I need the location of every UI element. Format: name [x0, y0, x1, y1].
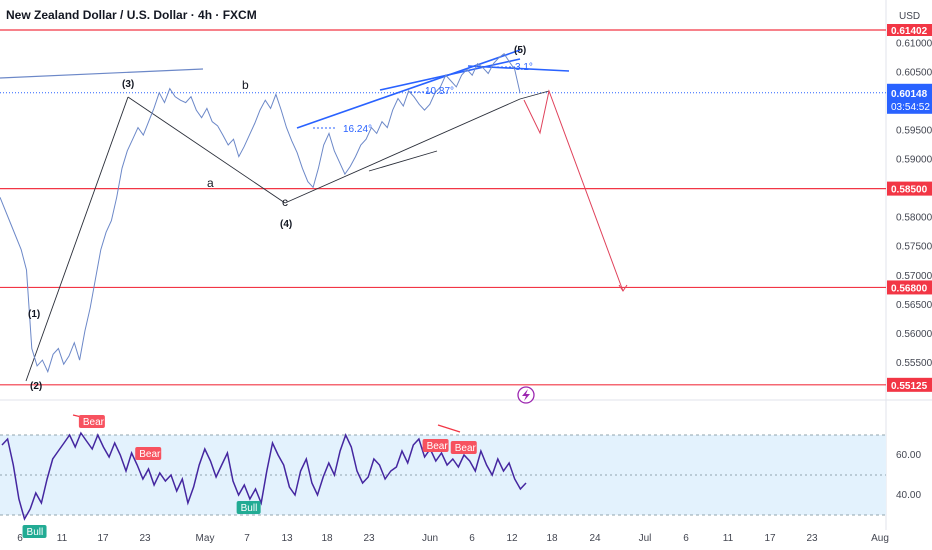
price-tick-label: 0.57000 [896, 271, 932, 282]
wave-label-2: (2) [30, 381, 42, 392]
wave-path-2[interactable] [127, 96, 286, 204]
trendline-rising-10deg[interactable] [379, 58, 521, 91]
angle-label-10: 10.87° [425, 86, 454, 97]
rsi-tick-label: 60.00 [896, 450, 921, 461]
time-tick-label: 11 [57, 533, 68, 544]
bull-signal-badge[interactable] [22, 525, 47, 538]
wave-path-1[interactable] [25, 96, 129, 382]
time-tick-label: 23 [363, 533, 375, 544]
bull-signal-badge[interactable] [236, 501, 261, 514]
current-price-tag: 0.60148 03:54:52 [887, 83, 932, 114]
trendline-flat-3deg[interactable] [467, 65, 570, 72]
time-tick-label: 13 [281, 533, 293, 544]
time-tick-label: 24 [589, 533, 601, 544]
angle-label-16: 16.24° [343, 124, 372, 135]
rsi-axis-ticks: 60.00 40.00 [896, 450, 921, 501]
time-tick-label: 12 [506, 533, 518, 544]
rsi-tick-label: 40.00 [896, 490, 921, 501]
trendline-top-left[interactable] [0, 68, 204, 79]
time-tick-label: 23 [806, 533, 818, 544]
price-tick-label: 0.56500 [896, 300, 932, 311]
price-tick-label: 0.56000 [896, 329, 932, 340]
time-tick-label: Aug [871, 533, 889, 544]
time-tick-label: Jul [639, 533, 652, 544]
rsi-signals[interactable]: Bull Bear Bear Bull Bear Bear [22, 415, 477, 538]
divergence-line-2 [437, 424, 461, 433]
wave-label-5: (5) [514, 45, 526, 56]
wave-label-b: b [242, 78, 249, 92]
rsi-divergence-lines [72, 414, 461, 433]
bear-signal-badge[interactable] [450, 441, 477, 454]
projection-arrowhead [618, 284, 628, 292]
wave-label-c: c [282, 195, 288, 209]
channel-lower-extension[interactable] [519, 90, 550, 100]
level-tag-label: 0.56800 [891, 283, 928, 294]
time-tick-label: 6 [469, 533, 475, 544]
level-tag-bg [887, 377, 932, 392]
level-price-tags: 0.58500 0.56800 0.55125 [887, 181, 932, 392]
time-tick-label: 18 [321, 533, 333, 544]
bull-signal-label: Bull [27, 527, 44, 538]
level-tag-label: 0.58500 [891, 185, 928, 196]
trendline-rising-16deg[interactable] [296, 49, 521, 129]
price-series-line[interactable] [0, 52, 521, 374]
price-tick-label: 0.55500 [896, 358, 932, 369]
current-price-value: 0.60148 [891, 89, 928, 100]
lightning-icon[interactable] [517, 386, 535, 404]
wave-path-3[interactable] [284, 98, 521, 204]
wave-label-4: (4) [280, 219, 292, 230]
time-tick-label: 7 [244, 533, 250, 544]
time-tick-label: 6 [17, 533, 23, 544]
time-tick-label: 18 [546, 533, 558, 544]
svg-text:0.61402: 0.61402 [891, 26, 928, 37]
time-tick-label: Jun [422, 533, 438, 544]
rsi-series-line[interactable] [1, 431, 527, 521]
angle-label-3: 3.1° [515, 62, 533, 73]
bear-signal-label: Bear [455, 443, 477, 454]
price-tick-label: 0.58000 [896, 213, 932, 224]
time-tick-label: 17 [764, 533, 776, 544]
price-tick-label: 0.59000 [896, 155, 932, 166]
time-tick-label: 17 [97, 533, 109, 544]
channel-lower-short[interactable] [368, 150, 438, 172]
price-tick-label: 0.57500 [896, 242, 932, 253]
wave-label-3: (3) [122, 79, 134, 90]
level-tag-label: 0.55125 [891, 381, 928, 392]
price-tick-label: 0.59500 [896, 125, 932, 136]
top-level-tag: 0.61402 [887, 24, 932, 37]
time-tick-label: 6 [683, 533, 689, 544]
bear-signal-label: Bear [83, 417, 105, 428]
bear-signal-label: Bear [139, 449, 161, 460]
projection-path[interactable] [523, 89, 624, 292]
time-tick-label: 23 [139, 533, 151, 544]
wave-label-1: (1) [28, 309, 40, 320]
current-price-countdown: 03:54:52 [891, 102, 930, 113]
bear-signal-label: Bear [427, 441, 449, 452]
support-levels[interactable] [0, 188, 886, 386]
currency-label: USD [899, 11, 920, 22]
price-tick-label: 0.61000 [896, 38, 932, 49]
level-tag-bg [887, 280, 932, 295]
bear-signal-badge[interactable] [78, 415, 105, 428]
bear-signal-badge[interactable] [135, 447, 162, 460]
chart-title: New Zealand Dollar / U.S. Dollar · 4h · … [6, 8, 257, 22]
price-tick-label: 0.60500 [896, 67, 932, 78]
bear-signal-badge[interactable] [422, 439, 449, 452]
time-tick-label: May [196, 533, 215, 544]
wave-label-a: a [207, 176, 214, 190]
level-tag-bg [887, 181, 932, 196]
time-axis-ticks: 6 11 17 23 May 7 13 18 23 Jun 6 12 18 24 Jul 6 11 17 23 Aug [17, 533, 889, 544]
bull-signal-label: Bull [241, 503, 258, 514]
time-tick-label: 11 [723, 533, 734, 544]
